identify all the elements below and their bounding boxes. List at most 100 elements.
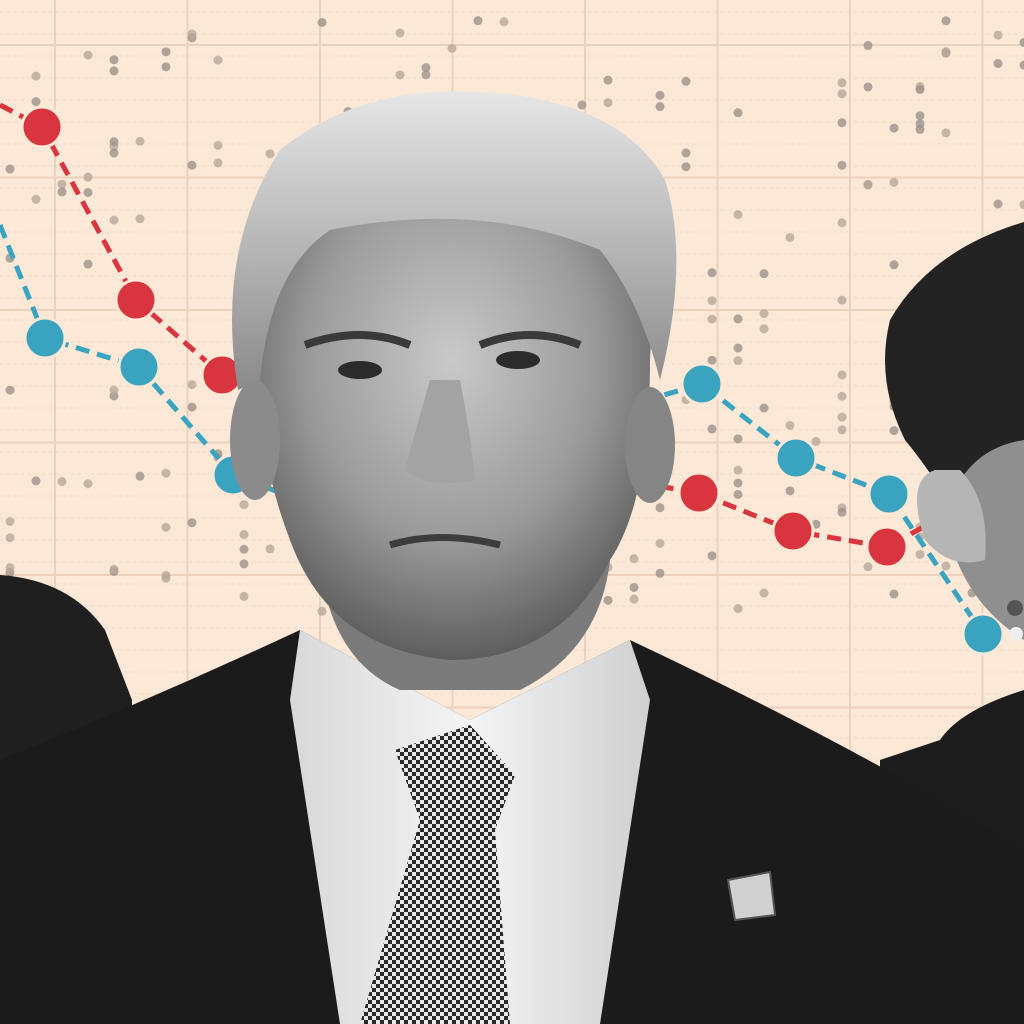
scatter-dot [5, 563, 15, 573]
right-ear [625, 387, 675, 503]
scatter-dot [265, 149, 275, 159]
scatter-dot [889, 260, 899, 270]
scatter-dot [5, 516, 15, 526]
scatter-dot [473, 16, 483, 26]
scatter-dot [733, 604, 743, 614]
scatter-dot [785, 420, 795, 430]
red-point [865, 525, 909, 569]
blue-dashed-line [0, 224, 986, 636]
scatter-dot [109, 66, 119, 76]
scatter-dot [993, 30, 1003, 40]
scatter-dot [785, 486, 795, 496]
scatter-dot [265, 544, 275, 554]
scatter-dot [213, 55, 223, 65]
blue-point [774, 436, 818, 480]
scatter-dot [733, 478, 743, 488]
blue-point [117, 345, 161, 389]
scatter-dot [161, 62, 171, 72]
scatter-dot [837, 425, 847, 435]
scatter-dot [239, 530, 249, 540]
scatter-dot [915, 124, 925, 134]
scatter-dot [733, 210, 743, 220]
scatter-dot [629, 554, 639, 564]
scatter-dot [863, 562, 873, 572]
scatter-dot [941, 48, 951, 58]
scatter-dot [213, 158, 223, 168]
scatter-dot [707, 551, 717, 561]
scatter-dot [707, 355, 717, 365]
scatter-dot [837, 218, 847, 228]
scatter-dot [83, 172, 93, 182]
scatter-dot [655, 538, 665, 548]
scatter-dot [863, 180, 873, 190]
scatter-dot [317, 17, 327, 27]
scatter-dot [837, 78, 847, 88]
scatter-dot [109, 215, 119, 225]
scatter-dot [135, 471, 145, 481]
scatter-dot [941, 128, 951, 138]
scatter-dot [837, 89, 847, 99]
scatter-dot [499, 17, 509, 27]
scatter-dot [603, 595, 613, 605]
scatter-dot [707, 314, 717, 324]
scatter-dot [161, 573, 171, 583]
scatter-dot [31, 194, 41, 204]
scatter-dot [837, 507, 847, 517]
scatter-dot [5, 164, 15, 174]
scatter-dot [707, 424, 717, 434]
scatter-dot [1019, 37, 1024, 47]
scatter-dot [109, 385, 119, 395]
flag-pin [726, 870, 777, 922]
scatter-dot [31, 97, 41, 107]
scatter-dot [733, 489, 743, 499]
scatter-dot [863, 41, 873, 51]
scatter-dot [915, 111, 925, 121]
right-eye [496, 351, 540, 369]
scatter-dot [5, 533, 15, 543]
scatter-dot [733, 314, 743, 324]
scatter-dot [837, 391, 847, 401]
scatter-dot [161, 47, 171, 57]
scatter-dot [187, 380, 197, 390]
scatter-dot [187, 518, 197, 528]
scatter-dot [733, 356, 743, 366]
scatter-dot [811, 436, 821, 446]
scatter-dot [681, 76, 691, 86]
scatter-dot [707, 268, 717, 278]
left-eye [338, 361, 382, 379]
scatter-dot [655, 102, 665, 112]
scatter-dot [135, 214, 145, 224]
scatter-dot [733, 343, 743, 353]
scatter-dot [733, 108, 743, 118]
tie [360, 725, 515, 1024]
left-brow [303, 331, 412, 349]
scatter-dot [57, 179, 67, 189]
scatter-dot [837, 295, 847, 305]
scatter-dot [681, 148, 691, 158]
scatter-dot [837, 118, 847, 128]
scatter-dot [993, 199, 1003, 209]
scatter-dot [421, 70, 431, 80]
scatter-dot [837, 370, 847, 380]
red-point [20, 105, 64, 149]
scatter-dot [57, 477, 67, 487]
scatter-dot [83, 188, 93, 198]
scatter-dot [83, 259, 93, 269]
scatter-dot [629, 594, 639, 604]
scatter-dot [239, 500, 249, 510]
scatter-dot [889, 123, 899, 133]
scatter-dot [733, 465, 743, 475]
scatter-dot [759, 324, 769, 334]
scatter-dot [785, 232, 795, 242]
scatter-dot [941, 16, 951, 26]
scatter-dot [733, 434, 743, 444]
scatter-dot [759, 309, 769, 319]
scatter-dot [1019, 60, 1024, 70]
scatter-dot [577, 100, 587, 110]
scatter-dot [603, 98, 613, 108]
scatter-dot [161, 522, 171, 532]
scatter-dot [993, 59, 1003, 69]
blue-point [961, 612, 1005, 656]
scatter-dot [213, 140, 223, 150]
